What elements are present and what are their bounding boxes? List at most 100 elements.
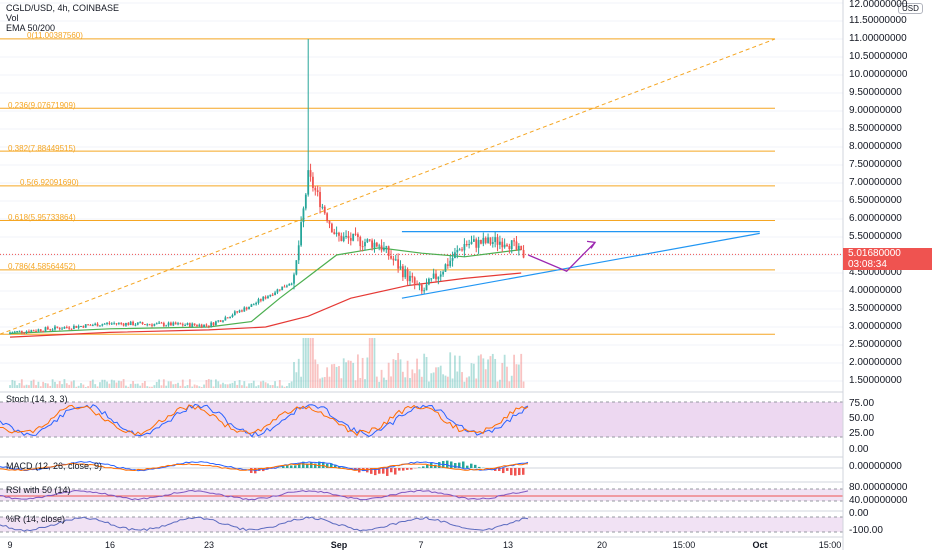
candle-body: [155, 323, 158, 325]
volume-bar: [484, 369, 487, 388]
volume-bar: [302, 338, 305, 388]
candle-body: [451, 257, 454, 261]
volume-bar: [286, 386, 288, 388]
volume-bar: [499, 379, 501, 388]
candle-body: [385, 246, 388, 248]
volume-bar: [352, 362, 355, 388]
rsi-legend[interactable]: RSI with 50 (14): [6, 485, 71, 495]
time-tick: 15:00: [818, 540, 842, 550]
volume-bar: [101, 379, 104, 388]
candle-body: [494, 237, 497, 243]
macd-histogram-bar: [438, 462, 441, 468]
candle-body: [153, 324, 156, 326]
volume-bar: [390, 376, 392, 388]
volume-bar: [361, 357, 364, 388]
volume-bar: [307, 338, 310, 388]
macd-histogram-bar: [410, 468, 413, 470]
volume-bar: [494, 358, 497, 388]
candle-body: [49, 329, 52, 331]
time-tick: Oct: [752, 540, 768, 550]
candle-body: [236, 311, 239, 313]
volume-bar: [342, 358, 345, 388]
price-tick: 8.50000000: [849, 123, 902, 134]
willr-legend[interactable]: %R (14, close): [6, 514, 66, 524]
volume-bar: [125, 385, 127, 388]
candle-body: [416, 283, 418, 285]
stoch-legend[interactable]: Stoch (14, 3, 3): [6, 394, 68, 404]
price-tick: 10.00000000: [849, 69, 908, 80]
volume-bar: [392, 359, 395, 388]
candle-body: [406, 269, 409, 282]
macd-histogram-bar: [498, 468, 501, 471]
volume-bar: [399, 359, 402, 388]
stoch-tick: 50.00: [849, 413, 875, 424]
macd-legend[interactable]: MACD (12, 26, close, 9): [6, 461, 103, 471]
volume-bar: [340, 378, 343, 388]
candle-body: [25, 331, 28, 333]
volume-bar: [264, 382, 267, 388]
candle-body: [409, 275, 411, 282]
volume-bar: [501, 362, 504, 388]
candle-body: [293, 274, 295, 284]
candle-body: [480, 240, 482, 244]
candle-body: [278, 289, 281, 291]
candle-body: [338, 232, 340, 236]
volume-bar: [155, 381, 158, 388]
volume-bar: [167, 381, 170, 388]
volume-bar: [136, 383, 139, 388]
candle-body: [146, 324, 149, 326]
volume-bar: [229, 383, 231, 388]
candle-body: [491, 242, 494, 244]
stoch-tick: 0.00: [849, 444, 869, 455]
volume-bar: [269, 385, 272, 388]
candle-body: [442, 271, 444, 275]
willr-tick: -100.00: [849, 525, 883, 536]
volume-bar: [151, 386, 153, 388]
volume-bar: [330, 364, 333, 388]
candle-body: [165, 325, 168, 327]
volume-bar: [177, 382, 179, 388]
ema-legend[interactable]: EMA 50/200: [6, 23, 56, 33]
candle-body: [77, 326, 80, 328]
volume-bar: [375, 376, 378, 388]
volume-bar: [65, 383, 68, 388]
volume-bar: [262, 380, 265, 388]
volume-bar: [472, 363, 475, 388]
volume-bar: [288, 383, 291, 388]
candle-body: [487, 237, 489, 243]
candle-body: [63, 327, 66, 329]
volume-bar: [191, 386, 194, 388]
currency-badge[interactable]: USD: [898, 3, 923, 14]
stoch-d-line: [0, 404, 529, 437]
candle-body: [323, 206, 326, 214]
candle-body: [219, 320, 222, 322]
volume-bar: [9, 385, 11, 388]
candle-body: [349, 238, 352, 241]
volume-bar: [281, 385, 284, 388]
time-tick: Sep: [330, 540, 348, 550]
volume-bar: [387, 362, 390, 388]
candle-body: [390, 256, 392, 259]
macd-histogram-bar: [382, 468, 385, 474]
candle-body: [375, 242, 378, 247]
volume-bar: [385, 379, 388, 388]
volume-legend[interactable]: Vol: [6, 13, 19, 23]
volume-bar: [418, 369, 421, 388]
candle-body: [262, 296, 265, 301]
stoch-tick: 75.00: [849, 398, 875, 409]
price-tick: 6.50000000: [849, 195, 902, 206]
fib-label-0786: 0.786(4.58564452): [8, 262, 76, 271]
volume-bar: [432, 372, 435, 388]
candle-body: [361, 246, 364, 248]
candle-body: [357, 234, 359, 237]
volume-bar: [290, 381, 293, 388]
candle-body: [326, 213, 329, 222]
candle-body: [463, 244, 466, 251]
symbol-title[interactable]: CGLD/USD, 4h, COINBASE: [6, 3, 120, 13]
price-tick: 7.00000000: [849, 177, 902, 188]
macd-histogram-bar: [458, 462, 461, 468]
candle-body: [245, 307, 248, 310]
candle-body: [23, 332, 26, 334]
macd-histogram-bar: [506, 468, 509, 471]
